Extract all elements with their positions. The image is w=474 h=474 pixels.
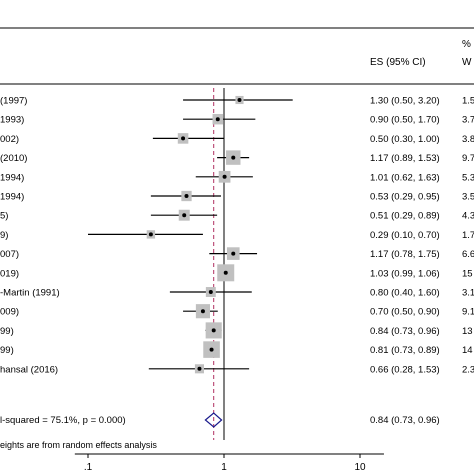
weight-header-bottom: W <box>462 57 472 68</box>
weight-text: 5.3 <box>462 172 474 183</box>
point-estimate <box>211 328 216 333</box>
point-estimate <box>223 270 228 275</box>
ci-text: 1.03 (0.99, 1.06) <box>370 268 440 279</box>
weight-header-top: % <box>462 39 471 50</box>
ci-text: 0.51 (0.29, 0.89) <box>370 211 440 222</box>
weight-text: 1.5 <box>462 96 474 107</box>
study-row: 009) 0.70 (0.50, 0.90) 9.1 <box>0 304 474 319</box>
study-row: 5) 0.51 (0.29, 0.89) 4.3 <box>0 209 474 222</box>
ci-text: 0.66 (0.28, 1.53) <box>370 364 440 375</box>
ci-text: 0.50 (0.30, 1.00) <box>370 134 440 145</box>
study-row: 99) 0.81 (0.73, 0.89) 14 <box>0 341 473 358</box>
point-estimate <box>231 155 236 160</box>
ci-text: 0.84 (0.73, 0.96) <box>370 326 440 337</box>
study-row: 007) 1.17 (0.78, 1.75) 6.6 <box>0 247 474 260</box>
es-ci-header: ES (95% CI) <box>370 57 426 68</box>
overall-diamond <box>204 412 223 428</box>
study-row: hansal (2016) 0.66 (0.28, 1.53) 2.3 <box>0 364 474 375</box>
study-rows: (1997) 1.30 (0.50, 3.20) 1.5 1993) 0.90 (0.5… <box>0 96 474 376</box>
weight-text: 3.1 <box>462 288 474 299</box>
study-label: 99) <box>0 345 14 356</box>
point-estimate <box>208 290 213 294</box>
study-row: 9) 0.29 (0.10, 0.70) 1.7 <box>0 230 474 241</box>
study-label: (1997) <box>0 96 27 107</box>
weight-text: 3.7 <box>462 115 474 126</box>
x-tick-label: .1 <box>84 462 93 473</box>
point-estimate <box>182 213 187 218</box>
weight-text: 13 <box>462 326 473 337</box>
ci-text: 0.80 (0.40, 1.60) <box>370 288 440 299</box>
study-label: 9) <box>0 230 8 241</box>
footnote: eights are from random effects analysis <box>0 440 157 450</box>
x-tick-label: 1 <box>221 462 227 473</box>
weight-text: 9.7 <box>462 153 474 164</box>
weight-text: 3.5 <box>462 192 474 203</box>
study-label: 009) <box>0 307 19 318</box>
weight-text: 2.3 <box>462 364 474 375</box>
point-estimate <box>215 117 220 122</box>
study-row: -Martin (1991) 0.80 (0.40, 1.60) 3.1 <box>0 287 474 299</box>
point-estimate <box>200 309 205 314</box>
study-label: 99) <box>0 326 14 337</box>
point-estimate <box>184 194 189 198</box>
weight-text: 1.7 <box>462 230 474 241</box>
ci-text: 1.17 (0.78, 1.75) <box>370 249 440 260</box>
study-row: (1997) 1.30 (0.50, 3.20) 1.5 <box>0 96 474 107</box>
point-estimate <box>197 366 202 371</box>
study-label: hansal (2016) <box>0 364 58 375</box>
ci-text: 1.01 (0.62, 1.63) <box>370 172 440 183</box>
point-estimate <box>231 251 236 256</box>
weight-text: 3.8 <box>462 134 474 145</box>
study-label: (2010) <box>0 153 27 164</box>
ci-text: 0.81 (0.73, 0.89) <box>370 345 440 356</box>
study-row: 019) 1.03 (0.99, 1.06) 15 <box>0 264 473 282</box>
study-label: -Martin (1991) <box>0 288 60 299</box>
study-label: 1994) <box>0 192 24 203</box>
study-row: (2010) 1.17 (0.89, 1.53) 9.7 <box>0 150 474 165</box>
point-estimate <box>222 174 227 179</box>
ci-text: 0.53 (0.29, 0.95) <box>370 192 440 203</box>
point-estimate <box>148 232 153 237</box>
study-label: 1993) <box>0 115 24 126</box>
point-estimate <box>209 347 214 352</box>
study-row: 1993) 0.90 (0.50, 1.70) 3.7 <box>0 113 474 126</box>
study-label: 002) <box>0 134 19 145</box>
weight-text: 6.6 <box>462 249 474 260</box>
weight-text: 15 <box>462 268 473 279</box>
ci-text: 0.90 (0.50, 1.70) <box>370 115 440 126</box>
study-row: 99) 0.84 (0.73, 0.96) 13 <box>0 322 473 339</box>
weight-text: 4.3 <box>462 211 474 222</box>
x-tick-label: 10 <box>354 462 366 473</box>
weight-text: 14 <box>462 345 473 356</box>
ci-text: 1.17 (0.89, 1.53) <box>370 153 440 164</box>
ci-text: 0.29 (0.10, 0.70) <box>370 230 440 241</box>
point-estimate <box>181 136 186 141</box>
ci-text: 0.70 (0.50, 0.90) <box>370 307 440 318</box>
study-label: 019) <box>0 268 19 279</box>
ci-text: 1.30 (0.50, 3.20) <box>370 96 440 107</box>
weight-text: 9.1 <box>462 307 474 318</box>
point-estimate <box>237 98 242 102</box>
study-label: 007) <box>0 249 19 260</box>
study-row: 002) 0.50 (0.30, 1.00) 3.8 <box>0 133 474 145</box>
overall-label: l-squared = 75.1%, p = 0.000) <box>0 415 126 426</box>
study-label: 1994) <box>0 172 24 183</box>
overall-ci-text: 0.84 (0.73, 0.96) <box>370 415 440 426</box>
study-label: 5) <box>0 211 8 222</box>
x-axis-ticks: .1 1 10 <box>84 454 366 473</box>
study-row: 1994) 1.01 (0.62, 1.63) 5.3 <box>0 170 474 183</box>
study-row: 1994) 0.53 (0.29, 0.95) 3.5 <box>0 190 474 203</box>
